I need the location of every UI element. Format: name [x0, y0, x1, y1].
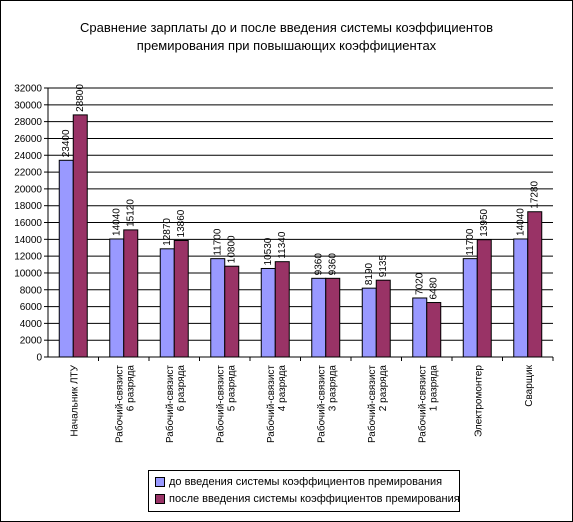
x-tick-label: 1 разряда — [428, 365, 439, 412]
x-tick-label: 3 разряда — [327, 365, 338, 412]
x-tick-label: Рабочий-связист — [315, 365, 327, 443]
bar-after — [72, 114, 88, 358]
bar-before — [210, 258, 226, 358]
x-tick-label: Сварщик — [524, 364, 535, 406]
bar-after — [224, 265, 240, 358]
bar-before — [109, 238, 125, 358]
bar-before — [159, 248, 175, 358]
data-label: 10530 — [263, 237, 274, 265]
bar-after — [274, 261, 290, 358]
data-label: 14040 — [516, 208, 527, 236]
data-label: 11340 — [277, 231, 288, 259]
y-tick-label: 26000 — [14, 134, 42, 145]
y-tick-label: 18000 — [14, 201, 42, 212]
y-tick-label: 0 — [36, 353, 42, 364]
y-tick-label: 12000 — [14, 252, 42, 263]
legend-label-after: после введения системы коэффициентов пре… — [169, 493, 460, 506]
bar-after — [527, 211, 543, 358]
x-tick-label: 2 разряда — [378, 365, 389, 412]
data-label: 9360 — [314, 253, 325, 276]
y-tick-label: 28000 — [14, 117, 42, 128]
bar-after — [173, 239, 189, 358]
bar-before — [260, 267, 276, 358]
data-label: 11700 — [465, 228, 476, 256]
data-label: 13950 — [479, 208, 490, 236]
chart-title-line-1: Сравнение зарплаты до и после введения с… — [80, 20, 493, 35]
bar-before — [462, 258, 478, 358]
data-label: 10800 — [227, 235, 238, 263]
bar-after — [426, 302, 442, 358]
legend-swatch-before — [155, 477, 165, 488]
data-label: 9360 — [328, 253, 339, 276]
legend-label-before: до введения системы коэффициентов премир… — [169, 476, 443, 489]
y-tick-label: 22000 — [14, 168, 42, 179]
data-label: 9135 — [378, 255, 389, 278]
x-tick-label: Рабочий-связист — [214, 365, 226, 443]
data-label: 23400 — [61, 129, 72, 157]
bar-before — [513, 238, 529, 358]
bar-before — [412, 297, 428, 358]
data-label: 8190 — [364, 262, 375, 285]
x-tick-label: 6 разряда — [125, 365, 136, 412]
bar-after — [123, 229, 139, 358]
data-label: 13860 — [176, 209, 187, 237]
x-tick-label: Рабочий-связист — [164, 365, 176, 443]
x-tick-label: 4 разряда — [277, 365, 288, 412]
y-tick-label: 24000 — [14, 151, 42, 162]
x-tick-label: Рабочий-связист — [416, 365, 428, 443]
chart-title-line-2: премирования при повышающих коэффициента… — [136, 38, 437, 53]
data-label: 12870 — [162, 218, 173, 246]
bar-before — [311, 277, 327, 358]
data-label: 28800 — [75, 84, 86, 112]
x-tick-label: 6 разряда — [176, 365, 187, 412]
x-tick-label: Начальник ЛТУ — [69, 364, 80, 436]
y-tick-label: 4000 — [20, 319, 43, 330]
data-label: 14040 — [112, 208, 123, 236]
y-tick-label: 30000 — [14, 100, 42, 111]
legend-item-before: до введения системы коэффициентов премир… — [155, 476, 442, 492]
y-tick-label: 2000 — [20, 336, 43, 347]
y-tick-label: 10000 — [14, 268, 42, 279]
bar-chart: 0 2000 4000 6000 8000 10000 12000 14000 16000 180… — [14, 84, 554, 443]
y-tick-label: 20000 — [14, 184, 42, 195]
legend-swatch-after — [155, 494, 165, 505]
data-label: 7020 — [415, 272, 426, 295]
legend: до введения системы коэффициентов премир… — [148, 470, 460, 512]
y-tick-label: 32000 — [14, 84, 42, 95]
x-tick-label: Электромонтер — [473, 365, 484, 437]
bar-after — [325, 277, 341, 358]
legend-item-after: после введения системы коэффициентов пре… — [155, 493, 460, 509]
x-tick-label: Рабочий-связист — [366, 365, 378, 443]
bar-after — [476, 239, 492, 358]
y-tick-label: 8000 — [20, 285, 43, 296]
data-label: 15120 — [126, 199, 137, 227]
bar-before — [58, 159, 74, 358]
x-tick-label: Рабочий-связист — [113, 365, 125, 443]
data-label: 6480 — [429, 277, 440, 300]
y-tick-label: 14000 — [14, 235, 42, 246]
x-tick-label: 5 разряда — [226, 365, 237, 412]
y-tick-label: 6000 — [20, 302, 43, 313]
y-tick-label: 16000 — [14, 218, 42, 229]
x-tick-label: Рабочий-связист — [265, 365, 277, 443]
bar-after — [375, 279, 391, 358]
data-label: 17280 — [530, 180, 541, 208]
data-label: 11700 — [213, 228, 224, 256]
bar-before — [361, 287, 377, 358]
